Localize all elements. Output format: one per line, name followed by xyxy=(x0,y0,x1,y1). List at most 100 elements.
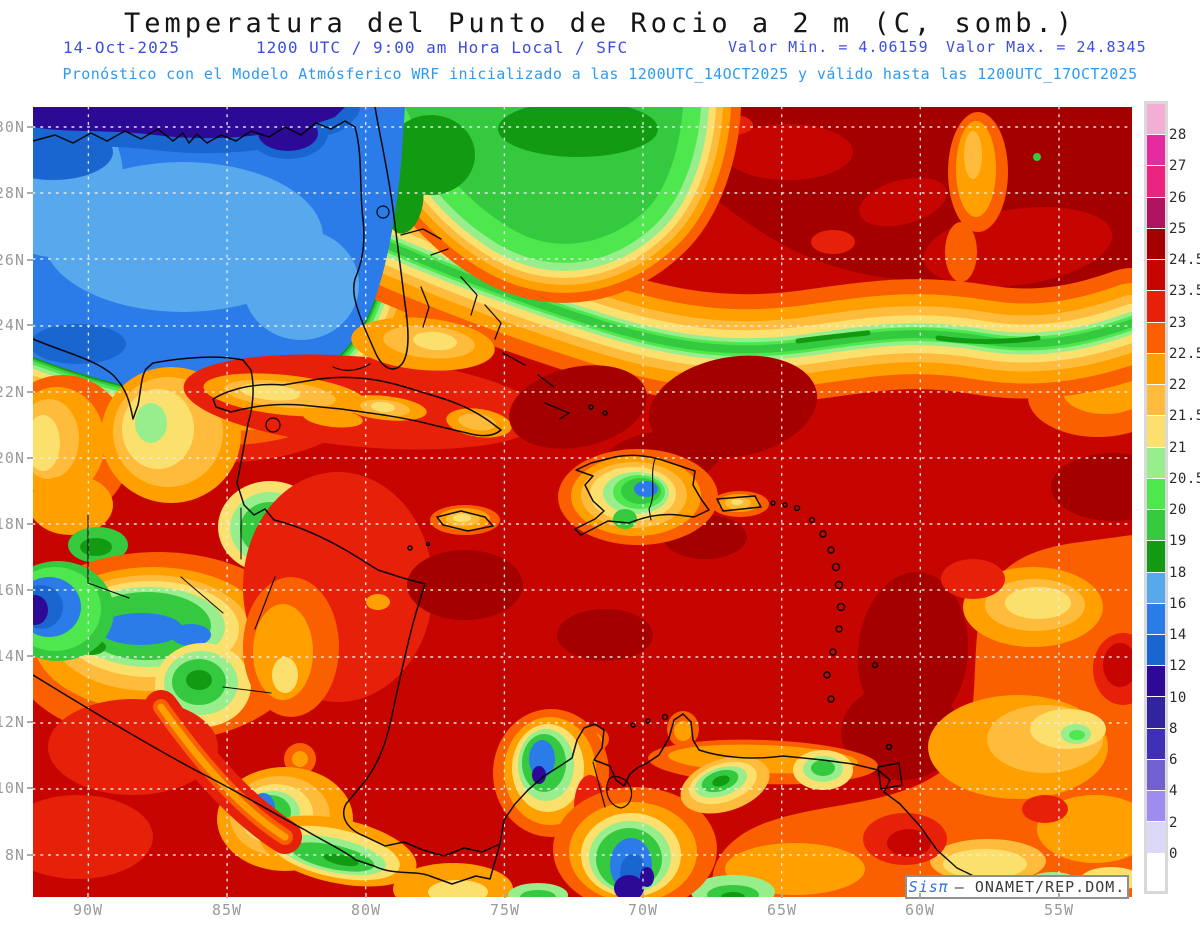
y-label-14N: 14N xyxy=(0,647,25,665)
colorbar-label-26: 26 xyxy=(1169,189,1187,206)
y-label-12N: 12N xyxy=(0,713,25,731)
colorbar-segment-7 xyxy=(1147,322,1165,354)
page-title: Temperatura del Punto de Rocio a 2 m (C,… xyxy=(123,8,1076,39)
colorbar-label-28: 28 xyxy=(1169,127,1187,144)
colorbar-label-25: 25 xyxy=(1169,220,1187,237)
y-tick-12N xyxy=(27,721,33,723)
colorbar-segment-22 xyxy=(1147,791,1165,823)
y-tick-28N xyxy=(27,192,33,194)
colorbar-label-27: 27 xyxy=(1169,158,1187,175)
colorbar-label-19: 19 xyxy=(1169,533,1187,550)
x-tick-75W xyxy=(504,893,506,898)
x-tick-70W xyxy=(642,893,644,898)
colorbar-label-8: 8 xyxy=(1169,720,1178,737)
colorbar-label-18: 18 xyxy=(1169,564,1187,581)
y-label-16N: 16N xyxy=(0,581,25,599)
colorbar-segment-16 xyxy=(1147,603,1165,635)
x-tick-80W xyxy=(365,893,367,898)
y-tick-30N xyxy=(27,126,33,128)
y-tick-14N xyxy=(27,655,33,657)
colorbar-segment-23 xyxy=(1147,822,1165,854)
colorbar-label-22.5: 22.5 xyxy=(1169,345,1200,362)
x-label-75W: 75W xyxy=(489,901,521,919)
subtitle-forecast: Pronóstico con el Modelo Atmósferico WRF… xyxy=(62,65,1138,83)
colorbar-segment-20 xyxy=(1147,728,1165,760)
y-label-10N: 10N xyxy=(0,779,25,797)
y-label-22N: 22N xyxy=(0,383,25,401)
colorbar-label-2: 2 xyxy=(1169,814,1178,831)
y-tick-18N xyxy=(27,523,33,525)
colorbar-label-6: 6 xyxy=(1169,752,1178,769)
y-label-26N: 26N xyxy=(0,251,25,269)
x-label-80W: 80W xyxy=(350,901,382,919)
watermark-brand: Sisπ xyxy=(908,878,949,896)
x-tick-55W xyxy=(1058,893,1060,898)
x-tick-65W xyxy=(781,893,783,898)
colorbar-segment-4 xyxy=(1147,228,1165,261)
colorbar-label-23: 23 xyxy=(1169,314,1187,331)
y-tick-8N xyxy=(27,854,33,856)
colorbar-segment-9 xyxy=(1147,385,1165,417)
y-tick-20N xyxy=(27,457,33,459)
subtitle-valor-max: Valor Max. = 24.8345 xyxy=(946,38,1147,56)
colorbar-label-23.5: 23.5 xyxy=(1169,283,1200,300)
colorbar-segment-14 xyxy=(1147,541,1165,573)
coastlines xyxy=(33,107,1052,897)
colorbar-segment-0 xyxy=(1147,104,1165,136)
map-canvas xyxy=(33,107,1132,897)
subtitle-time: 1200 UTC / 9:00 am Hora Local / SFC xyxy=(256,38,629,57)
x-label-85W: 85W xyxy=(211,901,243,919)
y-tick-22N xyxy=(27,391,33,393)
colorbar-label-12: 12 xyxy=(1169,658,1187,675)
colorbar-label-24.5: 24.5 xyxy=(1169,252,1200,269)
watermark: Sisπ – ONAMET/REP.DOM. xyxy=(905,875,1129,899)
colorbar-label-22: 22 xyxy=(1169,377,1187,394)
colorbar-segment-13 xyxy=(1147,510,1165,542)
colorbar-label-14: 14 xyxy=(1169,627,1187,644)
colorbar-segment-2 xyxy=(1147,166,1165,198)
x-label-65W: 65W xyxy=(766,901,798,919)
x-tick-90W xyxy=(87,893,89,898)
colorbar-segment-18 xyxy=(1147,666,1165,698)
colorbar-label-20.5: 20.5 xyxy=(1169,470,1200,487)
colorbar-segment-8 xyxy=(1147,353,1165,386)
subtitle-valor-min: Valor Min. = 4.06159 xyxy=(728,38,929,56)
subtitle-date: 14-Oct-2025 xyxy=(63,38,180,57)
colorbar-segment-5 xyxy=(1147,260,1165,292)
colorbar-segment-19 xyxy=(1147,697,1165,729)
y-label-8N: 8N xyxy=(4,846,25,864)
colorbar xyxy=(1144,101,1168,894)
colorbar-segment-11 xyxy=(1147,447,1165,479)
colorbar-segment-1 xyxy=(1147,135,1165,167)
y-label-30N: 30N xyxy=(0,118,25,136)
colorbar-segment-17 xyxy=(1147,634,1165,667)
colorbar-segment-6 xyxy=(1147,291,1165,323)
colorbar-label-10: 10 xyxy=(1169,689,1187,706)
contour-map xyxy=(33,107,1132,897)
x-label-70W: 70W xyxy=(627,901,659,919)
x-tick-85W xyxy=(226,893,228,898)
colorbar-label-21.5: 21.5 xyxy=(1169,408,1200,425)
y-label-24N: 24N xyxy=(0,316,25,334)
watermark-org: – ONAMET/REP.DOM. xyxy=(954,878,1126,896)
x-label-90W: 90W xyxy=(72,901,104,919)
y-tick-10N xyxy=(27,787,33,789)
y-tick-16N xyxy=(27,589,33,591)
colorbar-label-20: 20 xyxy=(1169,502,1187,519)
colorbar-label-0: 0 xyxy=(1169,845,1178,862)
y-label-28N: 28N xyxy=(0,184,25,202)
y-tick-24N xyxy=(27,324,33,326)
y-label-20N: 20N xyxy=(0,449,25,467)
colorbar-label-4: 4 xyxy=(1169,783,1178,800)
x-tick-60W xyxy=(919,893,921,898)
colorbar-segment-3 xyxy=(1147,197,1165,229)
x-label-55W: 55W xyxy=(1043,901,1075,919)
colorbar-segment-15 xyxy=(1147,572,1165,604)
y-label-18N: 18N xyxy=(0,515,25,533)
colorbar-segment-21 xyxy=(1147,759,1165,792)
colorbar-label-21: 21 xyxy=(1169,439,1187,456)
colorbar-label-16: 16 xyxy=(1169,595,1187,612)
colorbar-segment-10 xyxy=(1147,416,1165,448)
colorbar-segment-24 xyxy=(1147,853,1165,885)
